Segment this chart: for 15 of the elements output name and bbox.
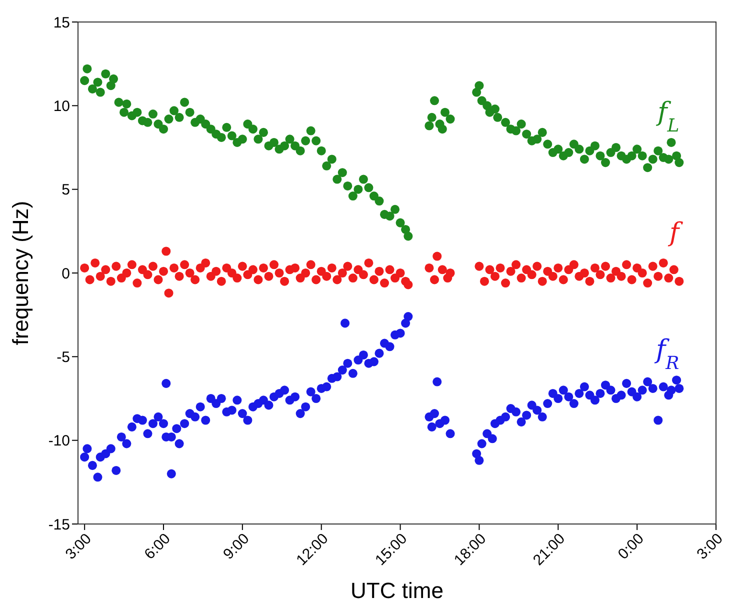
x-tick-label: 6:00	[141, 530, 174, 564]
x-tick-label: 0:00	[614, 530, 648, 564]
x-axis-title: UTC time	[350, 578, 444, 603]
y-tick-label: -5	[56, 348, 70, 366]
series-label: f	[668, 218, 684, 248]
y-axis-title: frequency (Hz)	[8, 200, 33, 346]
y-tick-label: 5	[62, 182, 70, 199]
x-tick-label: 3:00	[694, 530, 726, 564]
y-tick-label: 0	[62, 265, 70, 282]
series-label: f$_{R}$	[654, 335, 680, 374]
y-tick-label: -10	[48, 432, 70, 450]
x-tick-label: 9:00	[220, 530, 253, 564]
y-tick-label: 10	[53, 98, 70, 115]
series-label: f$_{L}$	[656, 97, 680, 136]
y-tick-label: 15	[53, 14, 70, 32]
